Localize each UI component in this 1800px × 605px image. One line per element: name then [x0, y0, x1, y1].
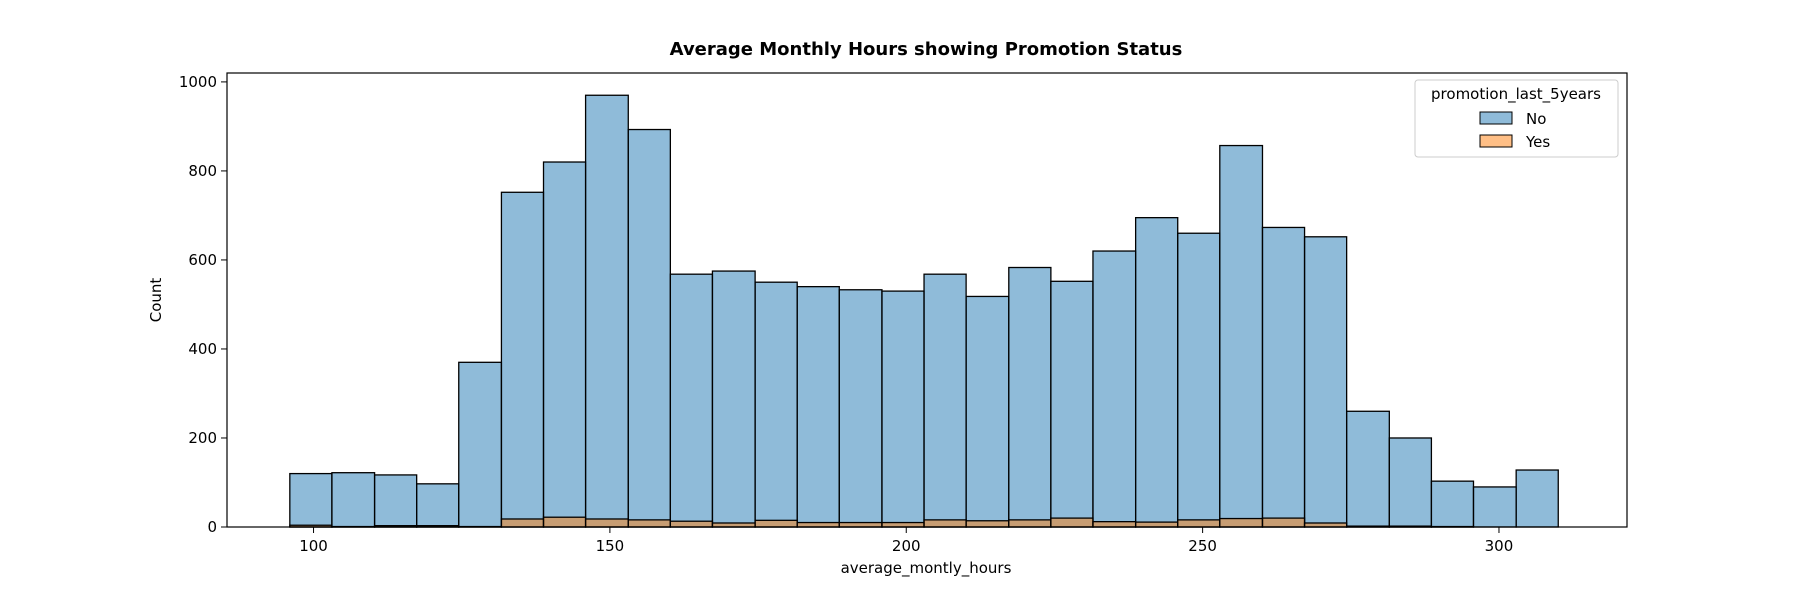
x-tick-label-300: 300: [1485, 537, 1514, 555]
y-tick-label-200: 200: [188, 429, 217, 447]
bar-yes-18: [1051, 518, 1093, 527]
bar-yes-22: [1220, 519, 1263, 527]
bar-no-14: [882, 291, 924, 527]
bar-no-7: [586, 95, 629, 527]
bar-no-24: [1305, 237, 1347, 527]
bar-no-4: [459, 362, 502, 527]
y-tick-label-800: 800: [188, 162, 217, 180]
bar-no-6: [544, 162, 586, 527]
bar-yes-24: [1305, 523, 1347, 527]
bar-yes-10: [712, 523, 755, 527]
bar-no-28: [1473, 487, 1516, 527]
legend-swatch-no: [1480, 112, 1512, 124]
bar-yes-20: [1136, 522, 1178, 527]
bar-no-26: [1389, 438, 1431, 527]
bar-no-0: [290, 474, 332, 527]
bar-no-21: [1178, 233, 1220, 527]
bar-no-19: [1093, 251, 1136, 527]
bar-no-3: [417, 484, 459, 527]
bar-yes-11: [755, 520, 797, 527]
bar-no-17: [1009, 268, 1051, 527]
bar-yes-7: [586, 519, 629, 527]
bar-yes-9: [670, 521, 712, 527]
x-tick-label-150: 150: [596, 537, 625, 555]
bar-no-20: [1136, 218, 1178, 527]
x-axis-label: average_montly_hours: [841, 559, 1012, 578]
chart-title: Average Monthly Hours showing Promotion …: [670, 39, 1183, 60]
bar-yes-16: [966, 521, 1009, 527]
y-tick-label-0: 0: [207, 518, 217, 536]
legend-label-yes: Yes: [1525, 133, 1550, 151]
bar-no-1: [332, 473, 375, 527]
bar-yes-21: [1178, 520, 1220, 527]
bar-no-13: [839, 290, 882, 527]
legend-label-no: No: [1526, 110, 1546, 128]
bar-yes-5: [501, 519, 543, 527]
legend: promotion_last_5years No Yes: [1415, 80, 1618, 157]
y-tick-label-1000: 1000: [179, 73, 217, 91]
bar-no-5: [501, 192, 543, 527]
bar-yes-17: [1009, 520, 1051, 527]
bar-no-2: [375, 475, 417, 527]
bar-no-10: [712, 271, 755, 527]
bar-no-18: [1051, 281, 1093, 527]
bar-no-8: [628, 130, 670, 527]
bar-yes-23: [1262, 518, 1304, 527]
x-tick-label-100: 100: [299, 537, 328, 555]
bar-yes-14: [882, 523, 924, 527]
bar-no-9: [670, 274, 712, 527]
legend-title: promotion_last_5years: [1431, 85, 1601, 104]
bar-no-27: [1431, 481, 1473, 527]
bar-no-15: [924, 274, 966, 527]
bar-yes-6: [544, 517, 586, 527]
bar-no-25: [1347, 411, 1390, 527]
bar-yes-15: [924, 520, 966, 527]
bar-yes-13: [839, 523, 882, 527]
bar-yes-19: [1093, 522, 1136, 527]
bar-no-16: [966, 296, 1009, 527]
bar-yes-12: [797, 523, 839, 527]
bar-no-29: [1516, 470, 1558, 527]
bar-yes-8: [628, 520, 670, 527]
bar-no-12: [797, 287, 839, 527]
y-axis-label: Count: [147, 278, 165, 323]
bar-no-11: [755, 282, 797, 527]
y-tick-label-600: 600: [188, 251, 217, 269]
x-tick-label-250: 250: [1188, 537, 1217, 555]
bar-no-22: [1220, 146, 1263, 527]
bar-no-23: [1262, 227, 1304, 527]
x-tick-label-200: 200: [892, 537, 921, 555]
y-tick-label-400: 400: [188, 340, 217, 358]
legend-swatch-yes: [1480, 135, 1512, 147]
